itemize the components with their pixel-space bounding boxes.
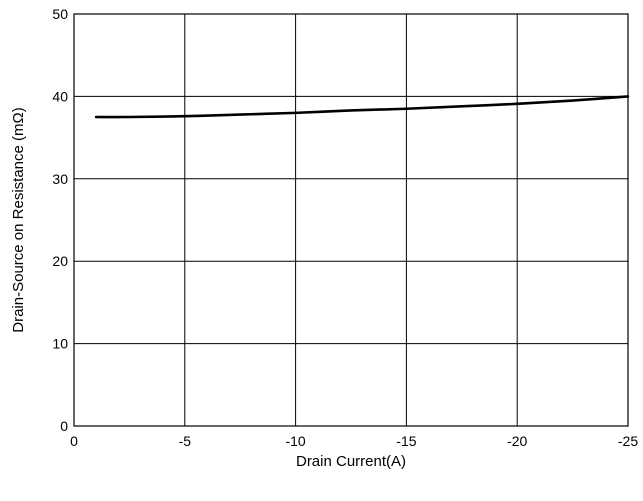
- y-axis-label: Drain-Source on Resistance (mΩ): [10, 107, 27, 332]
- y-tick-label: 20: [52, 253, 68, 269]
- x-tick-label: -25: [618, 433, 638, 449]
- plot-frame: [73, 13, 629, 427]
- x-tick-label: 0: [70, 433, 78, 449]
- y-tick-label: 10: [52, 336, 68, 352]
- series-line: [94, 95, 630, 119]
- series-lines: [94, 95, 630, 119]
- x-tick-label: -20: [507, 433, 527, 449]
- x-tick-label: -10: [285, 433, 305, 449]
- y-tick-labels: 0 10 20 30 40 50: [52, 6, 68, 434]
- x-axis-label: Drain Current(A): [296, 453, 406, 470]
- y-tick-label: 50: [52, 6, 68, 22]
- grid-lines: [73, 13, 629, 427]
- y-tick-label: 30: [52, 171, 68, 187]
- y-tick-label: 0: [60, 418, 68, 434]
- x-tick-labels: 0 -5 -10 -15 -20 -25: [70, 433, 638, 449]
- x-tick-label: -5: [179, 433, 192, 449]
- x-tick-label: -15: [396, 433, 416, 449]
- y-tick-label: 40: [52, 88, 68, 104]
